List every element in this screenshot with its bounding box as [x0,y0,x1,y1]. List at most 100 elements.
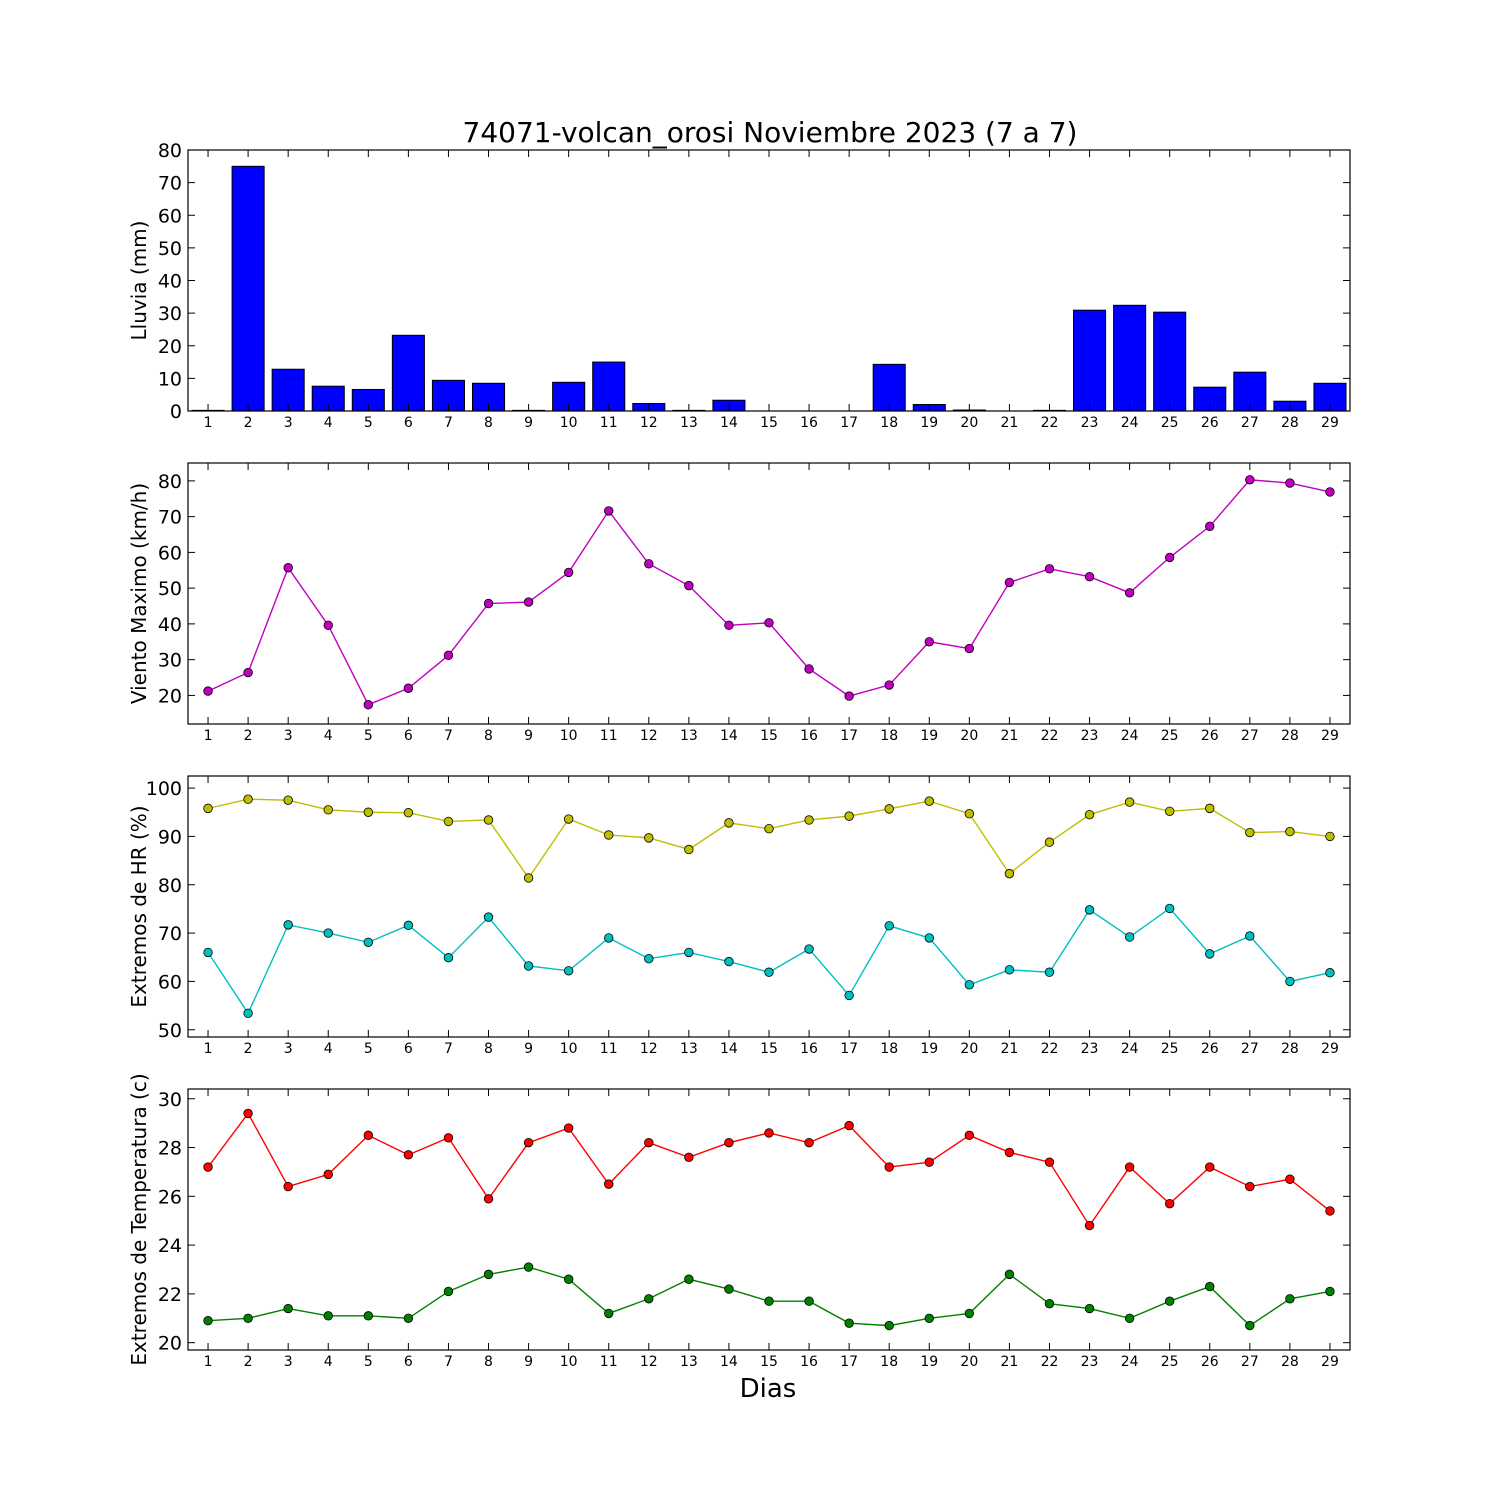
chart-title: 74071-volcan_orosi Noviembre 2023 (7 a 7… [463,116,1078,149]
point-s2-day-22 [1044,967,1055,977]
x-tick-label: 28 [1281,1041,1299,1057]
point-s1-day-22 [1044,564,1055,574]
point-s2-day-22 [1044,1298,1055,1309]
point-s1-day-11 [604,830,614,840]
x-tick-label: 13 [680,1041,698,1057]
x-tick-label: 27 [1241,1354,1259,1370]
y-tick-label: 100 [146,778,182,800]
point-s1-day-5 [363,699,374,710]
x-tick-label: 12 [640,415,658,431]
series-line-2 [207,907,1331,1015]
point-s1-day-4 [323,620,333,631]
x-tick-label: 21 [1000,1354,1018,1370]
point-s1-day-6 [403,808,414,818]
x-tick-label: 23 [1081,1041,1099,1057]
x-tick-label: 8 [484,1041,493,1057]
x-tick-label: 1 [204,1354,213,1370]
point-s2-day-26 [1205,949,1215,959]
x-tick-label: 23 [1081,415,1099,431]
y-tick-label: 20 [158,1333,182,1355]
point-s1-day-7 [443,650,454,661]
point-s2-day-14 [724,956,734,967]
point-s1-day-7 [443,816,454,827]
point-s2-day-6 [403,1313,414,1323]
x-tick-label: 19 [920,1041,938,1057]
x-tick-label: 16 [800,1354,818,1370]
point-s2-day-18 [884,921,894,931]
point-s1-day-3 [283,563,293,573]
point-s2-day-15 [764,1296,774,1306]
point-s1-day-22 [1044,837,1055,847]
x-tick-label: 4 [324,415,333,431]
x-tick-label: 25 [1161,415,1179,431]
x-tick-label: 11 [600,1041,618,1057]
point-s1-day-3 [283,1181,293,1192]
x-tick-label: 5 [364,1041,373,1057]
point-s1-day-27 [1245,475,1255,485]
point-s1-day-2 [243,667,253,678]
point-s1-day-8 [483,598,494,609]
point-s1-day-15 [764,618,774,628]
x-tick-label: 10 [560,728,578,744]
x-tick-label: 10 [560,415,578,431]
point-s2-day-23 [1084,1303,1095,1314]
point-s1-day-21 [1004,1147,1015,1158]
x-tick-label: 17 [840,1354,858,1370]
x-tick-label: 1 [204,728,213,744]
point-s1-day-19 [924,796,934,806]
point-s1-day-14 [724,1137,734,1148]
x-tick-label: 12 [640,728,658,744]
point-s2-day-19 [924,933,934,943]
y-tick-label: 70 [158,923,182,945]
point-s1-day-5 [363,807,374,817]
y-tick-label: 50 [158,1020,182,1042]
y-tick-label: 20 [158,685,182,707]
point-s1-day-8 [483,1194,494,1204]
point-s2-day-4 [323,928,333,938]
point-s1-day-26 [1205,1162,1215,1172]
y-tick-label: 80 [158,140,182,162]
x-tick-label: 21 [1000,728,1018,744]
x-tick-label: 28 [1281,1354,1299,1370]
point-s2-day-20 [964,980,975,990]
point-s1-day-10 [563,567,574,578]
point-s1-day-24 [1124,1162,1135,1172]
x-tick-label: 24 [1121,728,1139,744]
x-tick-label: 15 [760,1041,778,1057]
point-s2-day-27 [1245,1320,1255,1331]
x-tick-label: 20 [960,1354,978,1370]
x-tick-label: 5 [364,415,373,431]
point-s1-day-16 [804,815,814,825]
point-s1-day-9 [523,873,534,883]
x-tick-label: 6 [404,415,413,431]
point-s2-day-10 [563,1274,574,1284]
point-s1-day-5 [363,1130,374,1141]
point-s1-day-26 [1205,803,1215,814]
point-s1-day-27 [1245,1181,1255,1192]
x-tick-label: 28 [1281,728,1299,744]
x-tick-label: 22 [1041,415,1059,431]
point-s2-day-17 [844,1318,854,1328]
x-tick-label: 9 [524,728,533,744]
y-tick-label: 60 [158,205,182,227]
point-s2-day-19 [924,1313,934,1323]
y-tick-label: 40 [158,614,182,636]
y-tick-label: 26 [158,1186,182,1208]
point-s1-day-6 [403,683,414,693]
point-s2-day-29 [1325,968,1335,978]
y-tick-label: 20 [158,336,182,358]
point-s1-day-9 [523,1137,534,1148]
y-tick-label: 80 [158,875,182,897]
x-tick-label: 16 [800,415,818,431]
y-tick-label: 70 [158,507,182,529]
x-tick-label: 7 [444,415,453,431]
y-axis-label: Extremos de HR (%) [127,805,151,1007]
x-tick-label: 11 [600,1354,618,1370]
point-s2-day-16 [804,1296,814,1306]
point-s1-day-20 [964,809,975,819]
bar-day-18 [872,363,906,412]
y-tick-label: 50 [158,578,182,600]
point-s2-day-13 [684,1274,694,1284]
